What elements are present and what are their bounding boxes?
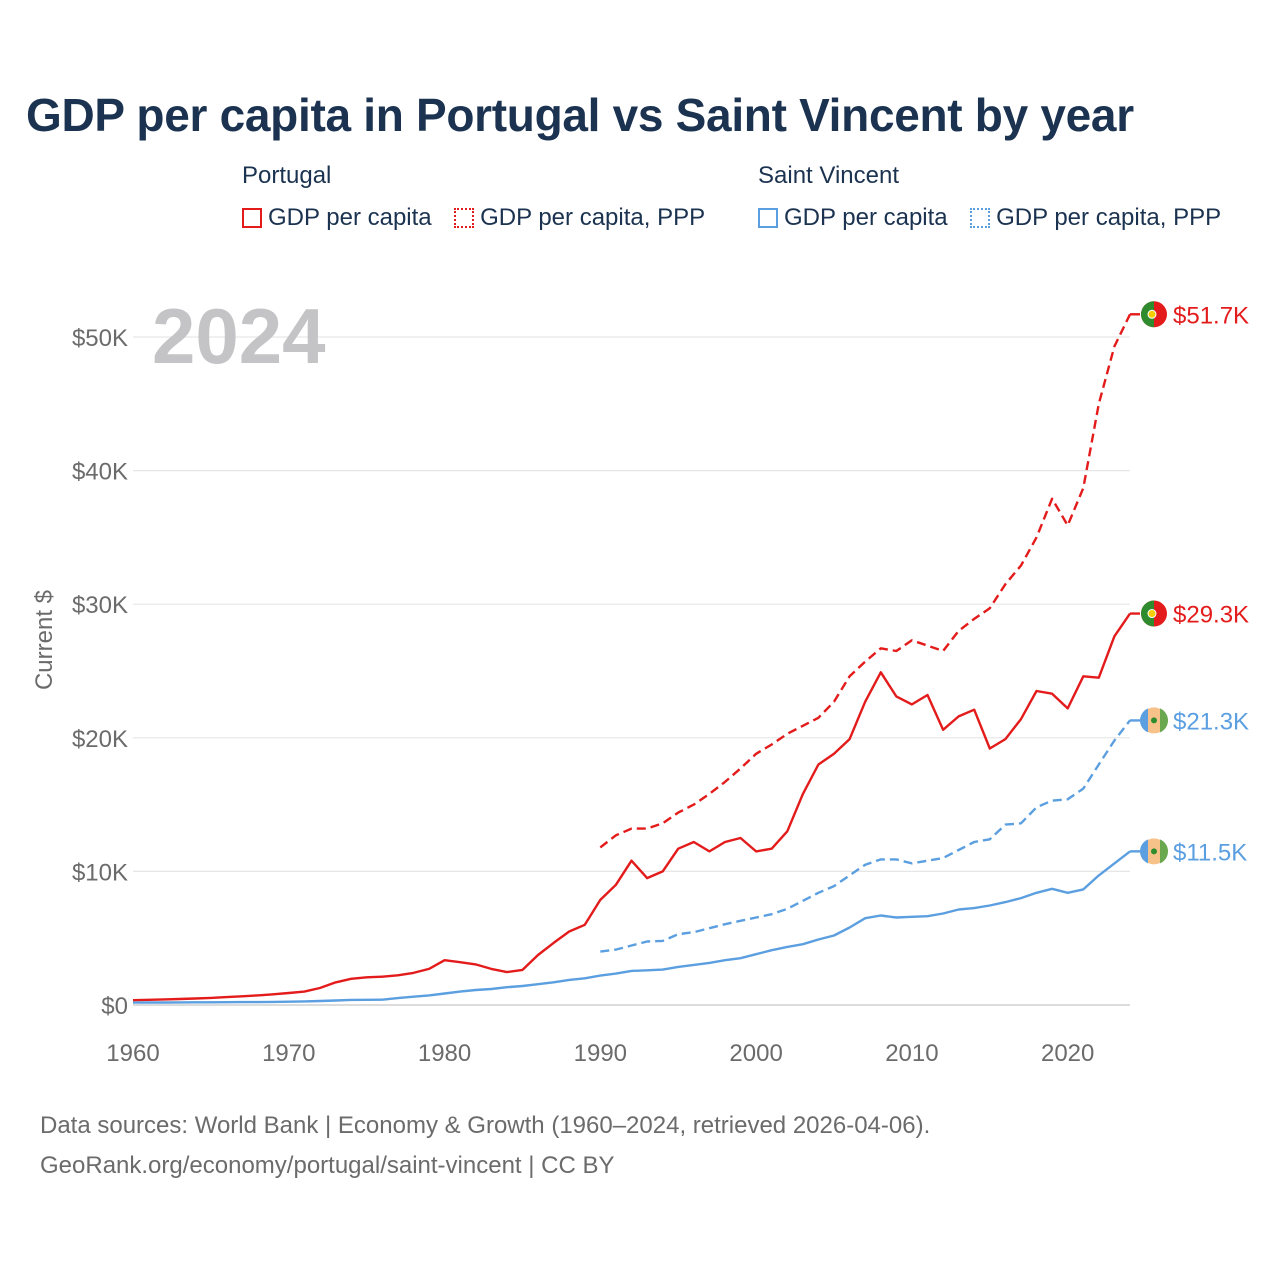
x-tick-label: 2020 — [1041, 1040, 1094, 1067]
y-tick-label: $10K — [72, 859, 128, 886]
x-axis-ticks: 1960 1970 1980 1990 2000 2010 2020 — [106, 1040, 1094, 1067]
end-value-label: $29.3K — [1173, 602, 1249, 629]
x-tick-label: 1990 — [574, 1040, 627, 1067]
legend-group-label: Saint Vincent — [758, 162, 899, 189]
legend-item-portugal-gdp[interactable]: GDP per capita — [242, 204, 432, 232]
year-badge: 2024 — [152, 292, 326, 380]
saint-vincent-flag-blue — [1140, 839, 1148, 864]
series-line-2[interactable] — [132, 850, 1131, 1004]
legend-swatch-dotted — [970, 208, 991, 228]
y-axis-label: Current $ — [31, 590, 58, 690]
legend-item-label: GDP per capita — [268, 204, 432, 231]
y-tick-label: $20K — [72, 726, 128, 753]
y-tick-label: $0 — [101, 993, 128, 1020]
end-value-label: $51.7K — [1173, 302, 1249, 329]
legend-item-label: GDP per capita, PPP — [996, 204, 1222, 231]
legend-item-label: GDP per capita, PPP — [480, 204, 706, 231]
portugal-flag-emblem — [1147, 309, 1157, 319]
footer: Data sources: World Bank | Economy & Gro… — [40, 1106, 930, 1186]
portugal-flag-emblem — [1147, 609, 1157, 619]
saint-vincent-flag-blue — [1140, 708, 1148, 733]
y-tick-label: $30K — [72, 592, 128, 619]
x-tick-label: 2000 — [729, 1040, 782, 1067]
saint-vincent-flag-emblem — [1151, 717, 1157, 724]
end-value-label: $21.3K — [1173, 708, 1249, 735]
legend-group-saint-vincent: Saint Vincent GDP per capita GDP per cap… — [758, 162, 1239, 233]
x-tick-label: 1970 — [262, 1040, 315, 1067]
end-markers: $51.7K $29.3K $21.3K $11.5K — [1130, 301, 1249, 866]
y-tick-label: $40K — [72, 459, 128, 486]
series-line-3[interactable] — [600, 719, 1131, 953]
chart-title: GDP per capita in Portugal vs Saint Vinc… — [26, 89, 1134, 141]
grid-lines — [133, 336, 1130, 1006]
saint-vincent-flag-green — [1160, 839, 1169, 864]
series-group — [132, 313, 1132, 1004]
x-tick-label: 1980 — [418, 1040, 471, 1067]
legend-swatch-dotted — [454, 208, 475, 228]
legend-item-saint-vincent-gdp-ppp[interactable]: GDP per capita, PPP — [970, 204, 1221, 232]
legend-item-portugal-gdp-ppp[interactable]: GDP per capita, PPP — [454, 204, 705, 232]
legend-swatch-solid — [758, 208, 778, 228]
legend-group-label: Portugal — [242, 162, 332, 189]
y-axis-ticks: $0 $10K $20K $30K $40K $50K — [72, 325, 128, 1020]
saint-vincent-flag-emblem — [1151, 848, 1157, 855]
footer-sources: Data sources: World Bank | Economy & Gro… — [40, 1112, 931, 1139]
x-tick-label: 1960 — [106, 1040, 159, 1067]
saint-vincent-flag-green — [1160, 708, 1169, 733]
x-tick-label: 2010 — [885, 1040, 938, 1067]
legend-item-label: GDP per capita — [784, 204, 948, 231]
footer-link[interactable]: GeoRank.org/economy/portugal/saint-vince… — [40, 1152, 615, 1179]
end-value-label: $11.5K — [1173, 839, 1247, 866]
y-tick-label: $50K — [72, 325, 128, 352]
series-line-0[interactable] — [132, 612, 1131, 1002]
legend-item-saint-vincent-gdp[interactable]: GDP per capita — [758, 204, 948, 232]
legend-swatch-solid — [242, 208, 262, 228]
legend-group-portugal: Portugal GDP per capita GDP per capita, … — [242, 162, 723, 233]
series-line-1[interactable] — [599, 313, 1132, 849]
